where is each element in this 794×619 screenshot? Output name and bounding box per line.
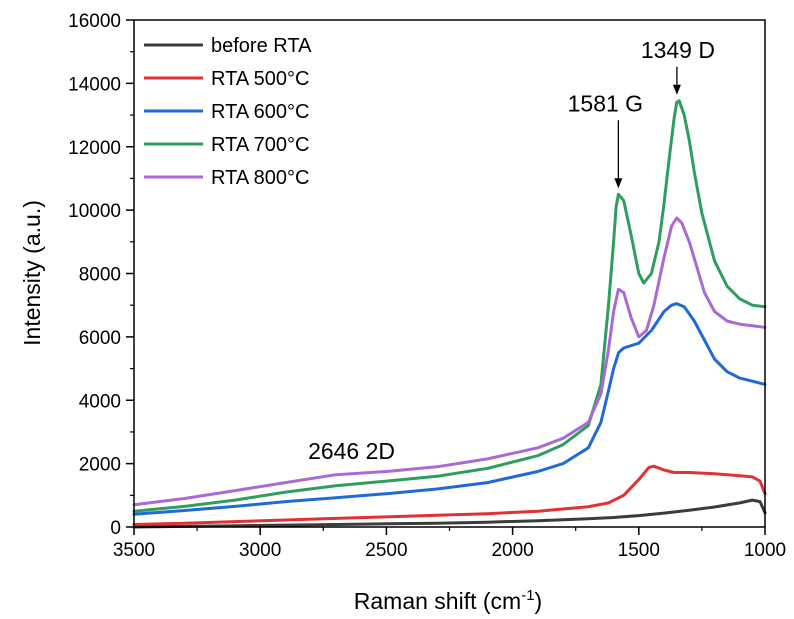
annotation-label: 2646 2D (308, 438, 395, 464)
legend-label-5: RTA 800°C (211, 167, 309, 189)
legend: before RTA RTA 500°C RTA 600°C RTA 700°C RTA… (144, 35, 312, 189)
x-axis-title-sup: -1 (521, 587, 534, 604)
annotation-label: 1581 G (568, 90, 643, 116)
y-tick-label: 10000 (68, 201, 121, 222)
x-tick-label: 2500 (365, 540, 407, 561)
series-layer (132, 99, 767, 529)
x-axis-title-main: Raman shift (cm (354, 588, 521, 614)
x-axis-title: Raman shift (cm-1) (354, 587, 542, 614)
series-line-1 (132, 498, 767, 529)
x-tick-label: 3500 (113, 540, 155, 561)
y-tick-label: 0 (110, 518, 121, 539)
y-tick-label: 4000 (79, 391, 121, 412)
annotation-arrowhead (672, 84, 681, 95)
legend-label-4: RTA 700°C (211, 134, 309, 156)
y-tick-label: 2000 (79, 455, 121, 476)
plot-frame (133, 19, 766, 528)
legend-label-1: before RTA (211, 35, 312, 57)
annotations: 1349 D 1581 G 2646 2D (308, 37, 715, 464)
y-tick-label: 6000 (79, 328, 121, 349)
series-line-3 (132, 302, 767, 516)
x-axis-title-end: ) (535, 588, 543, 614)
axes-layer: 3500 3000 2500 2000 1500 10000200040006000800… (68, 11, 786, 561)
y-tick-label: 8000 (79, 265, 121, 286)
x-tick-label: 3000 (239, 540, 281, 561)
annotation-arrowhead (614, 178, 623, 189)
y-tick-label: 16000 (68, 11, 121, 32)
x-tick-label: 1500 (618, 540, 660, 561)
x-tick-label: 1000 (744, 540, 786, 561)
y-tick-label: 14000 (68, 74, 121, 95)
series-line-4 (132, 99, 767, 513)
series-line-2 (132, 464, 767, 526)
y-axis-title: Intensity (a.u.) (19, 200, 45, 346)
y-tick-label: 12000 (68, 138, 121, 159)
legend-label-3: RTA 600°C (211, 101, 309, 123)
x-tick-label: 2000 (491, 540, 533, 561)
annotation-label: 1349 D (641, 37, 715, 63)
legend-label-2: RTA 500°C (211, 68, 309, 90)
series-line-5 (132, 216, 767, 507)
